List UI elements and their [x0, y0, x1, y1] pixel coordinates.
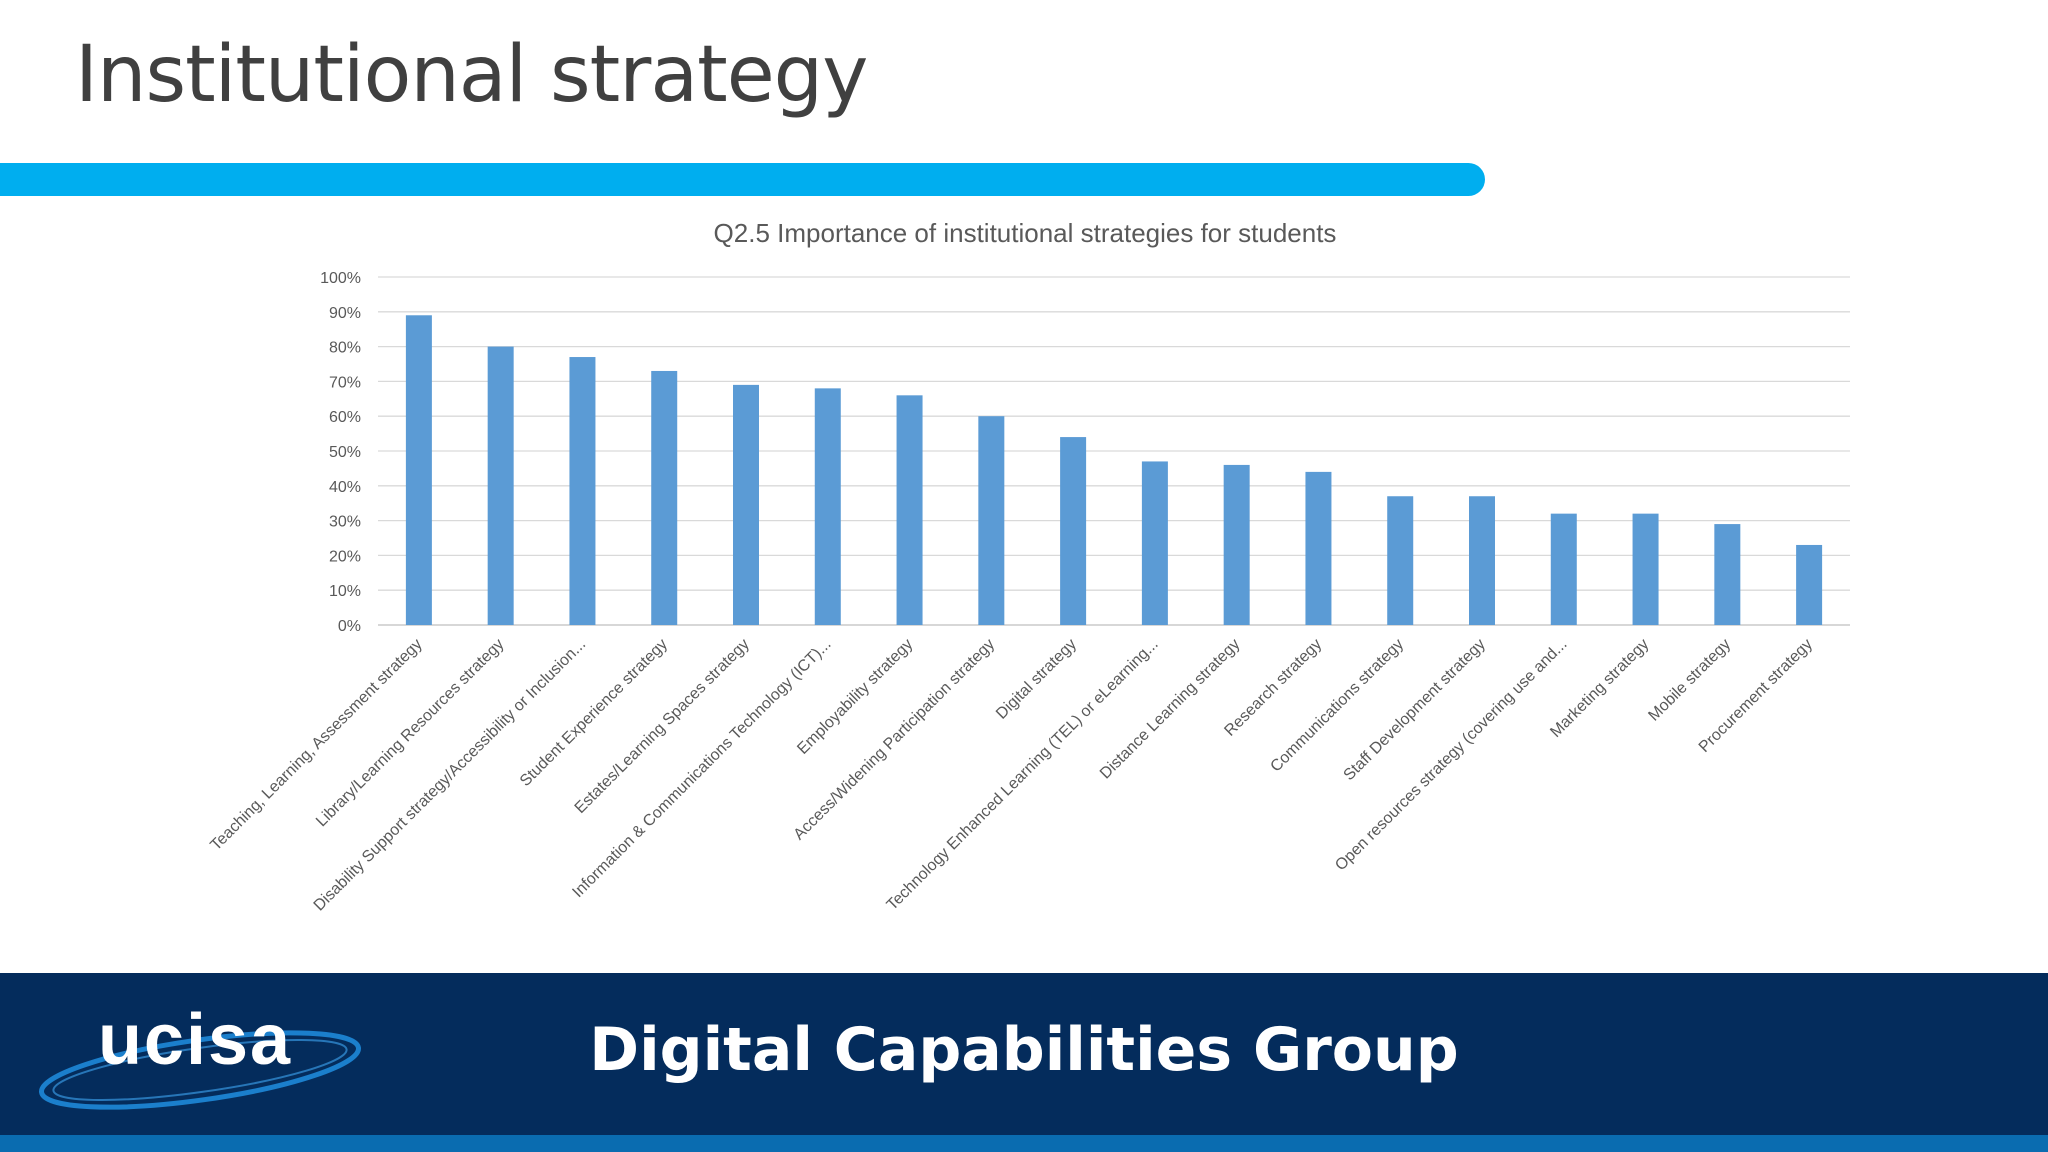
bar	[487, 346, 514, 625]
x-category-label: Mobile strategy	[1645, 636, 1734, 725]
bar	[978, 416, 1005, 625]
chart-gridlines	[378, 276, 1850, 626]
y-tick-label: 80%	[329, 340, 361, 357]
ucisa-logo: ucisa	[39, 1000, 361, 1110]
bar	[1714, 524, 1741, 625]
slide-title: Institutional strategy	[75, 30, 868, 120]
y-tick-label: 70%	[329, 374, 361, 391]
bar	[1387, 496, 1414, 625]
bar	[1223, 464, 1250, 625]
logo-wordmark: ucisa	[98, 1000, 292, 1080]
x-category-label: Student Experience strategy	[517, 636, 671, 790]
x-category-label: Disability Support strategy/Accessibilit…	[311, 636, 590, 915]
bar	[651, 370, 678, 625]
bar	[1060, 437, 1087, 625]
bar	[405, 315, 432, 625]
y-tick-label: 40%	[329, 479, 361, 496]
y-tick-label: 90%	[329, 305, 361, 322]
bar	[1305, 471, 1332, 625]
bar	[896, 395, 923, 625]
bar	[814, 388, 841, 625]
y-tick-label: 50%	[329, 444, 361, 461]
title-accent-bar	[0, 163, 1485, 196]
chart-bars	[405, 315, 1823, 625]
bar	[1632, 513, 1659, 625]
bar	[1550, 513, 1577, 625]
x-category-label: Distance Learning strategy	[1097, 636, 1244, 783]
chart-title: Q2.5 Importance of institutional strateg…	[714, 218, 1337, 248]
x-category-label: Communications strategy	[1267, 636, 1407, 776]
footer-band	[0, 973, 2048, 1135]
x-category-label: Digital strategy	[993, 636, 1080, 723]
x-category-label: Staff Development strategy	[1341, 636, 1489, 784]
x-category-label: Library/Learning Resources strategy	[313, 636, 507, 830]
bar-chart: Q2.5 Importance of institutional strateg…	[0, 200, 2048, 970]
y-tick-label: 100%	[320, 270, 361, 287]
x-axis-category-labels: Teaching, Learning, Assessment strategyL…	[207, 636, 1816, 915]
footer-title: Digital Capabilities Group	[589, 1015, 1459, 1085]
y-tick-label: 10%	[329, 583, 361, 600]
footer-stripe	[0, 1135, 2048, 1152]
bar	[733, 384, 759, 625]
bar	[1141, 461, 1168, 625]
x-category-label: Estates/Learning Spaces strategy	[572, 636, 753, 817]
chart-svg: Q2.5 Importance of institutional strateg…	[207, 218, 1850, 915]
y-tick-label: 60%	[329, 409, 361, 426]
bar	[569, 357, 596, 625]
y-axis-tick-labels: 0% 10% 20% 30% 40% 50% 60% 70% 80% 90% 100%	[320, 270, 361, 635]
bar	[1796, 544, 1823, 625]
y-tick-label: 20%	[329, 548, 361, 565]
bar	[1469, 496, 1495, 625]
y-tick-label: 0%	[338, 618, 361, 635]
y-tick-label: 30%	[329, 514, 361, 531]
x-category-label: Technology Enhanced Learning (TEL) or eL…	[884, 636, 1162, 914]
